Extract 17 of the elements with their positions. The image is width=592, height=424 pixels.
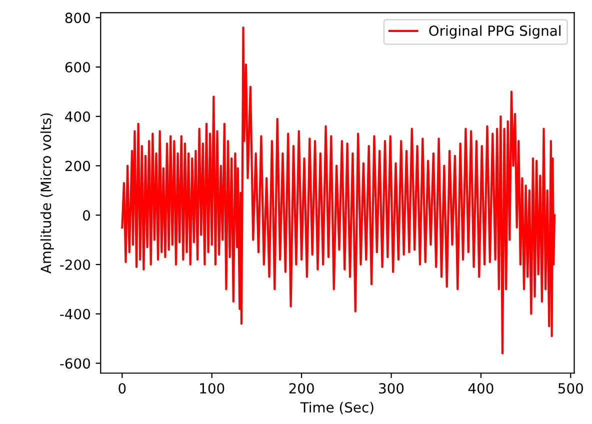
y-tick-label: -400 [60,308,90,320]
x-tick-label: 500 [558,383,583,394]
y-tick-label: 200 [65,160,90,172]
x-tick-label: 100 [200,383,224,394]
y-tick-label: -200 [60,259,90,270]
x-tick-label: 400 [468,383,494,394]
x-tick-label: 0 [118,383,126,394]
x-tick-label: 300 [379,383,404,394]
legend-label: Original PPG Signal [429,25,560,39]
y-tick-label: -600 [60,358,90,369]
y-tick-label: 0 [82,210,90,221]
y-axis-title: Amplitude (Micro volts) [40,113,54,274]
y-tick-label: 600 [65,62,90,72]
y-tick-label: 800 [65,12,90,24]
y-tick-label: 400 [65,111,90,122]
x-tick-label: 200 [289,383,314,394]
x-axis-title: Time (Sec) [300,402,374,414]
